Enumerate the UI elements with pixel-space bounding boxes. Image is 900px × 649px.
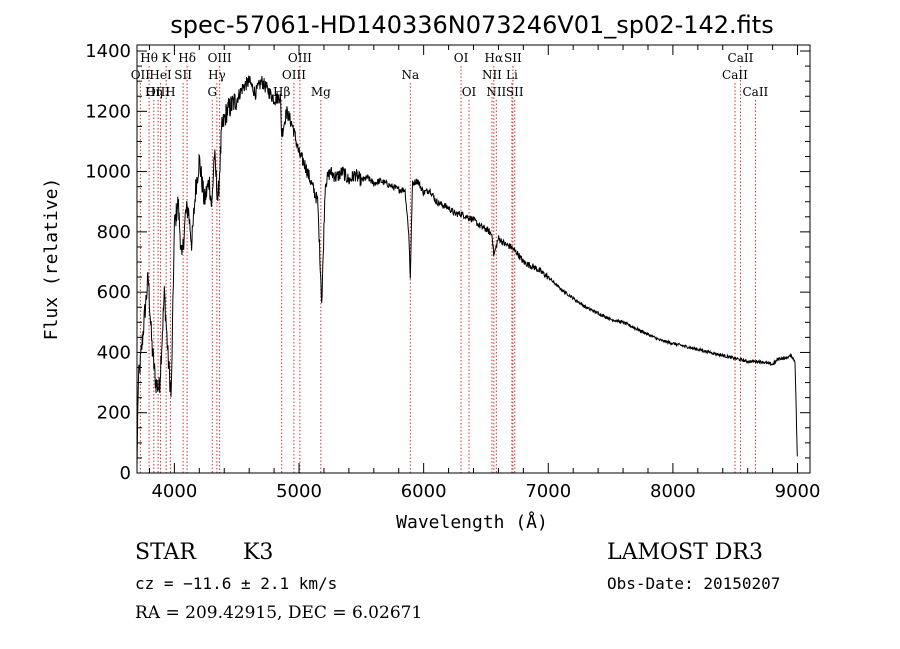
spectral-line-label: Hγ (208, 68, 226, 82)
spectral-line-label: OIII (208, 51, 232, 65)
spectrum-line (136, 75, 798, 468)
y-tick-label: 1200 (85, 101, 131, 122)
spectral-line-label: Hδ (178, 51, 196, 65)
y-tick-label: 600 (97, 282, 131, 303)
x-tick-label: 5000 (276, 481, 322, 502)
spectral-line-label: SII (506, 85, 524, 99)
y-axis-label: Flux (relative) (41, 178, 62, 341)
y-tick-label: 800 (97, 222, 131, 243)
spectral-line-label: Hα (485, 51, 504, 65)
spectral-line-label: Hη (145, 85, 163, 99)
x-tick-label: 4000 (151, 481, 197, 502)
spectral-line-label: NII (486, 85, 506, 99)
y-tick-label: 200 (97, 403, 131, 424)
y-tick-label: 1000 (85, 162, 131, 183)
spectral-line-label: OIII (282, 68, 306, 82)
spectral-line-label: CaII (742, 85, 768, 99)
spectral-line-label: Hθ (140, 51, 158, 65)
coordinates-readout: RA = 209.42915, DEC = 6.02671 (135, 603, 423, 623)
observation-date: Obs-Date: 20150207 (607, 574, 781, 593)
x-tick-label: 9000 (775, 481, 821, 502)
x-axis-label: Wavelength (Å) (396, 511, 548, 533)
spectral-line-label: Na (401, 68, 419, 82)
object-subclass: K3 (243, 540, 274, 565)
x-tick-label: 6000 (401, 481, 447, 502)
spectral-line-label: SII (174, 68, 192, 82)
spectral-line-label: Mg (311, 85, 331, 99)
plot-frame (136, 44, 811, 474)
spectral-line-label: OI (454, 51, 469, 65)
y-tick-label: 1400 (85, 41, 131, 62)
spectrum-chart: spec-57061-HD140336N073246V01_sp02-142.f… (41, 11, 820, 533)
survey-name: LAMOST DR3 (607, 540, 763, 565)
spectral-line-label: Li (506, 68, 518, 82)
x-tick-label: 8000 (650, 481, 696, 502)
spectral-line-label: CaII (722, 68, 748, 82)
spectral-line-label: OII (131, 68, 151, 82)
y-tick-label: 400 (97, 342, 131, 363)
x-tick-label: 7000 (525, 481, 571, 502)
spectral-line-label: OIII (288, 51, 312, 65)
y-tick-label: 0 (120, 463, 131, 484)
spectral-line-label: HeI (149, 68, 172, 82)
chart-title: spec-57061-HD140336N073246V01_sp02-142.f… (170, 11, 773, 39)
spectral-line-label: OIII (146, 85, 170, 99)
spectral-line-label: NII (482, 68, 502, 82)
spectral-line-label: H (165, 85, 175, 99)
spectral-line-label: OI (462, 85, 477, 99)
spectral-line-label: G (207, 85, 217, 99)
redshift-readout: cz = −11.6 ± 2.1 km/s (135, 574, 338, 593)
spectral-line-label: CaII (728, 51, 754, 65)
spectral-line-label: K (162, 51, 172, 65)
object-class: STAR (135, 540, 196, 565)
axis-ticks-layer: 4000 5000 6000 7000 8000 9000 0 200 400 600 800 100… (85, 41, 820, 502)
spectral-line-label: SII (504, 51, 522, 65)
